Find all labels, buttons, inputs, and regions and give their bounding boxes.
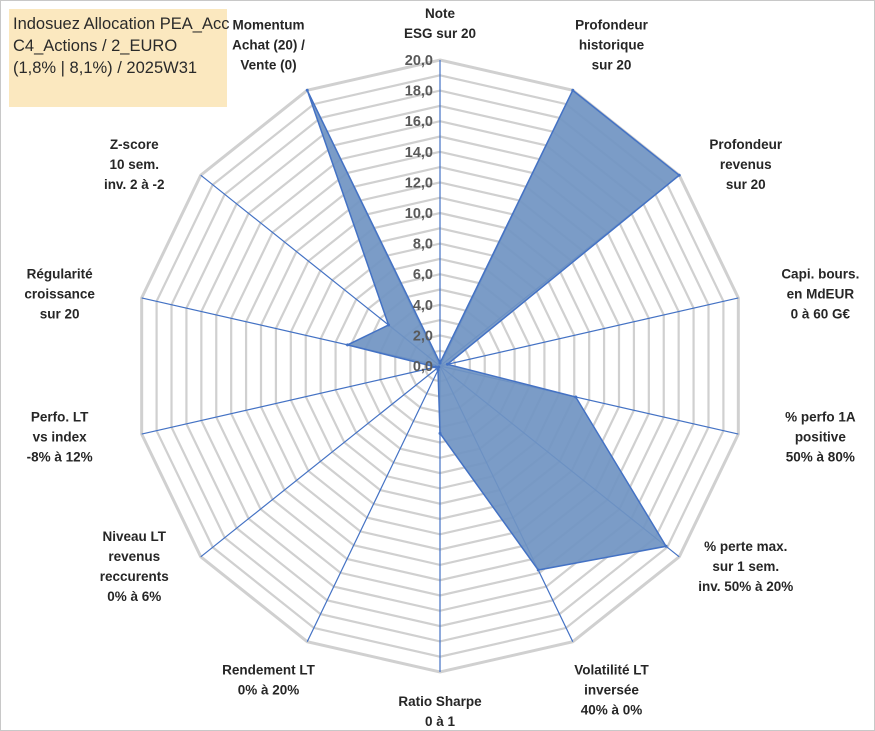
series-area: [306, 89, 681, 571]
category-label: Note ESG sur 20: [404, 6, 476, 41]
title-line-2: C4_Actions / 2_EURO: [13, 37, 178, 55]
tick-label: 16,0: [405, 114, 433, 130]
data-point: [346, 343, 350, 347]
tick-label: 14,0: [405, 145, 433, 161]
spoke-line: [439, 297, 739, 367]
category-label: Volatilité LT inversée 40% à 0%: [574, 663, 649, 718]
tick-label: 6,0: [413, 267, 433, 283]
data-point: [445, 362, 449, 366]
tick-label: 4,0: [413, 298, 433, 314]
tick-label: 0,0: [413, 359, 433, 375]
category-label: Perfo. LT vs index -8% à 12%: [27, 410, 93, 465]
spoke-line: [200, 365, 441, 558]
data-point: [438, 431, 442, 435]
category-label: Ratio Sharpe 0 à 1: [398, 694, 482, 729]
category-label: Capi. bours. en MdEUR 0 à 60 G€: [781, 266, 859, 321]
data-point: [536, 568, 540, 572]
spoke-line: [306, 365, 441, 642]
tick-label: 8,0: [413, 237, 433, 253]
chart-title: Indosuez Allocation PEA_Acc C4_Actions /…: [9, 9, 230, 107]
data-point: [438, 361, 442, 365]
data-point: [677, 173, 681, 177]
data-point: [437, 365, 441, 369]
tick-label: 20,0: [405, 53, 433, 69]
category-label: Profondeur historique sur 20: [575, 17, 648, 72]
data-point: [436, 368, 440, 372]
radial-tick-labels: 0,0 2,0 4,0 6,0 8,0 10,0 12,0 14,0 16,0 18,0 20,0: [405, 53, 433, 375]
category-label: Niveau LT revenus reccurents 0% à 6%: [100, 529, 169, 604]
category-label: % perte max. sur 1 sem. inv. 50% à 20%: [698, 539, 793, 594]
data-point: [571, 88, 575, 92]
category-label: Régularité croissance sur 20: [24, 266, 95, 321]
category-labels: Note ESG sur 20 Profondeur historique sur 20…: [24, 6, 859, 729]
data-point: [387, 323, 391, 327]
tick-label: 18,0: [405, 84, 433, 100]
spoke-line: [141, 365, 441, 435]
category-label: Profondeur revenus sur 20: [709, 137, 782, 192]
data-point: [664, 544, 668, 548]
tick-label: 2,0: [413, 328, 433, 344]
category-label: % perfo 1A positive 50% à 80%: [785, 410, 856, 465]
category-label: Momentum Achat (20) / Vente (0): [232, 17, 305, 72]
radar-series: [305, 88, 681, 572]
tick-label: 10,0: [405, 206, 433, 222]
category-label: Z-score 10 sem. inv. 2 à -2: [104, 137, 165, 192]
category-label: Rendement LT 0% à 20%: [222, 663, 316, 698]
data-point: [305, 88, 309, 92]
data-point: [574, 395, 578, 399]
title-line-1: Indosuez Allocation PEA_Acc: [13, 15, 230, 33]
data-point: [434, 365, 438, 369]
title-line-3: (1,8% | 8,1%) / 2025W31: [13, 59, 198, 77]
tick-label: 12,0: [405, 175, 433, 191]
